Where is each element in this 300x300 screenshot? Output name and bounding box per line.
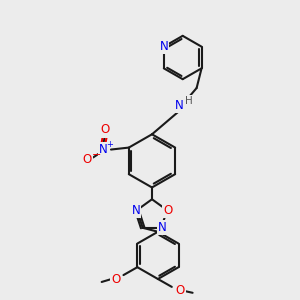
Text: N: N bbox=[159, 40, 168, 53]
Text: N: N bbox=[174, 99, 183, 112]
Text: O: O bbox=[100, 123, 110, 136]
Text: −: − bbox=[92, 151, 101, 160]
Text: O: O bbox=[175, 284, 184, 297]
Text: N: N bbox=[99, 143, 107, 156]
Text: O: O bbox=[111, 272, 120, 286]
Text: +: + bbox=[106, 140, 113, 149]
Text: N: N bbox=[131, 204, 140, 217]
Text: H: H bbox=[185, 96, 193, 106]
Text: N: N bbox=[158, 221, 167, 234]
Text: O: O bbox=[164, 204, 173, 217]
Text: O: O bbox=[82, 153, 92, 166]
